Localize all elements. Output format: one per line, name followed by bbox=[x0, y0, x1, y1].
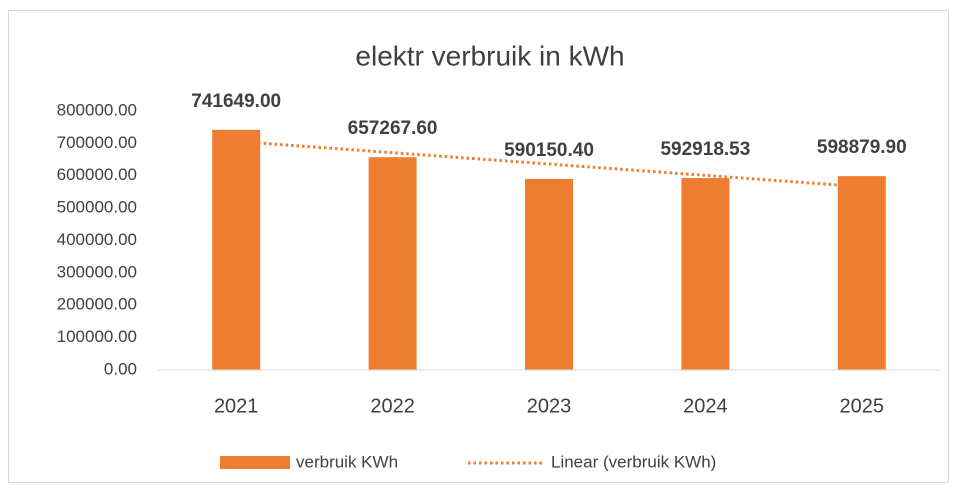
data-label: 592918.53 bbox=[660, 139, 750, 160]
y-tick-label: 500000.00 bbox=[57, 198, 137, 217]
bar bbox=[525, 178, 573, 370]
y-tick-label: 600000.00 bbox=[57, 165, 137, 184]
data-label: 590150.40 bbox=[504, 140, 594, 161]
data-label: 741649.00 bbox=[191, 91, 281, 112]
y-tick-label: 800000.00 bbox=[57, 100, 137, 119]
chart-frame bbox=[8, 10, 949, 483]
y-tick-label: 0.00 bbox=[104, 359, 137, 378]
legend-swatch bbox=[220, 456, 290, 469]
chart-title: elektr verbruik in kWh bbox=[355, 40, 624, 71]
legend-label: verbruik KWh bbox=[296, 452, 398, 471]
bar bbox=[368, 157, 417, 370]
y-tick-label: 700000.00 bbox=[57, 133, 137, 152]
data-label: 598879.90 bbox=[817, 137, 907, 158]
bar bbox=[837, 176, 886, 370]
trendline bbox=[236, 139, 862, 189]
data-label: 657267.60 bbox=[348, 118, 438, 139]
y-tick-label: 100000.00 bbox=[57, 327, 137, 346]
y-tick-label: 200000.00 bbox=[57, 295, 137, 314]
x-tick-label: 2022 bbox=[370, 395, 415, 417]
y-tick-label: 300000.00 bbox=[57, 262, 137, 281]
x-tick-label: 2025 bbox=[840, 395, 885, 417]
x-tick-label: 2023 bbox=[527, 395, 572, 417]
legend-label: Linear (verbruik KWh) bbox=[551, 452, 716, 471]
bar bbox=[681, 178, 730, 370]
y-tick-label: 400000.00 bbox=[57, 230, 137, 249]
x-tick-label: 2021 bbox=[214, 395, 259, 417]
bar bbox=[212, 129, 261, 370]
x-tick-label: 2024 bbox=[683, 395, 728, 417]
